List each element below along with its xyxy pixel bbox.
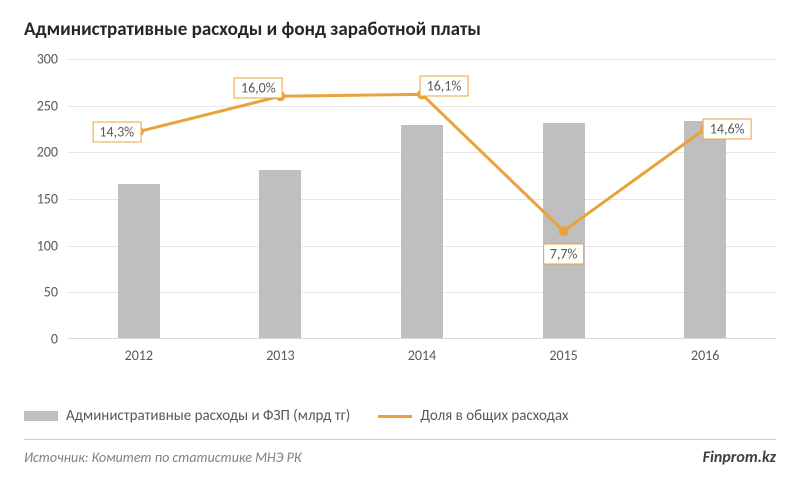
x-tick-label: 2015 (549, 347, 577, 364)
line-point-label: 16,0% (234, 78, 283, 99)
x-tick-label: 2016 (691, 347, 719, 364)
line-point-label: 16,1% (420, 76, 469, 97)
legend-item-bars: Административные расходы и ФЗП (млрд тг) (24, 407, 350, 425)
x-tick-label: 2012 (125, 347, 153, 364)
source-text: Источник: Комитет по статистике МНЭ РК (24, 449, 301, 466)
x-axis: 2012 2013 2014 2015 2016 (68, 347, 776, 367)
x-tick-label: 2014 (408, 347, 436, 364)
bar (118, 184, 160, 338)
legend-bar-label: Административные расходы и ФЗП (млрд тг) (66, 407, 350, 425)
chart-area: 050100150200250300 14,3%16,0%16,1%7,7%14… (24, 59, 776, 379)
chart-container: Административные расходы и фонд заработн… (0, 0, 800, 502)
y-axis: 050100150200250300 (24, 59, 64, 339)
gridline (68, 106, 776, 107)
bar (401, 125, 443, 338)
line-point-label: 7,7% (543, 243, 585, 264)
bar (543, 123, 585, 338)
line-swatch-icon (378, 415, 412, 418)
legend: Административные расходы и ФЗП (млрд тг)… (24, 399, 776, 440)
y-tick-label: 200 (37, 144, 58, 161)
legend-line-label: Доля в общих расходах (420, 407, 568, 425)
legend-item-line: Доля в общих расходах (378, 407, 568, 425)
y-tick-label: 150 (37, 191, 58, 208)
bar (259, 170, 301, 338)
line-point-label: 14,6% (703, 119, 752, 140)
brand-text: Finprom.kz (703, 448, 776, 467)
bar-swatch-icon (24, 411, 58, 421)
y-tick-label: 100 (37, 237, 58, 254)
chart-title: Административные расходы и фонд заработн… (24, 18, 776, 41)
plot-region: 14,3% 16,0% 16,1% 7,7% 14,6% (68, 59, 776, 339)
y-tick-label: 300 (37, 51, 58, 68)
y-tick-label: 0 (51, 331, 58, 348)
y-tick-label: 250 (37, 97, 58, 114)
gridline (68, 59, 776, 60)
footer: Источник: Комитет по статистике МНЭ РК F… (24, 448, 776, 467)
x-tick-label: 2013 (266, 347, 294, 364)
bar (684, 121, 726, 338)
line-point-label: 14,3% (92, 121, 141, 142)
y-tick-label: 50 (44, 284, 58, 301)
